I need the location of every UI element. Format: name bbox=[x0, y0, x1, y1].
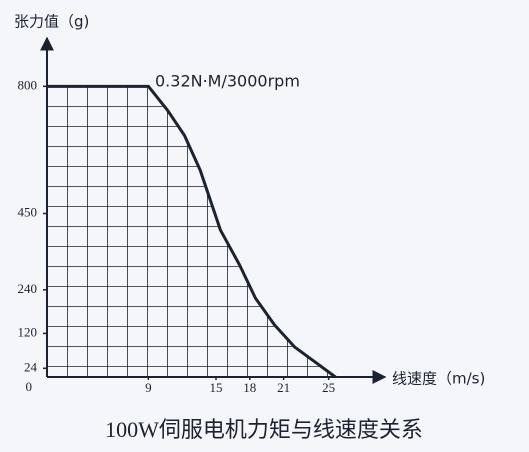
x-tick-label: 18 bbox=[243, 380, 256, 395]
x-tick-label: 15 bbox=[210, 380, 223, 395]
curve bbox=[47, 84, 337, 379]
hatched-area bbox=[47, 86, 336, 377]
annotation: 0.32N·M/3000rpm bbox=[155, 72, 300, 91]
y-tick-label: 24 bbox=[24, 359, 38, 374]
y-tick-label: 120 bbox=[18, 324, 38, 339]
x-tick-label: 25 bbox=[322, 380, 335, 395]
y-axis-label: 张力值（g) bbox=[14, 13, 89, 31]
x-tick-label: 9 bbox=[145, 380, 152, 395]
y-tick-label: 450 bbox=[18, 204, 38, 219]
y-tick-label: 800 bbox=[18, 77, 38, 92]
y-tick-label: 240 bbox=[18, 281, 38, 296]
y-tick-label: 0 bbox=[26, 379, 33, 394]
x-tick-label: 21 bbox=[277, 380, 290, 395]
chart-title: 100W伺服电机力矩与线速度关系 bbox=[105, 417, 423, 442]
x-axis-label: 线速度（m/s) bbox=[392, 370, 485, 388]
